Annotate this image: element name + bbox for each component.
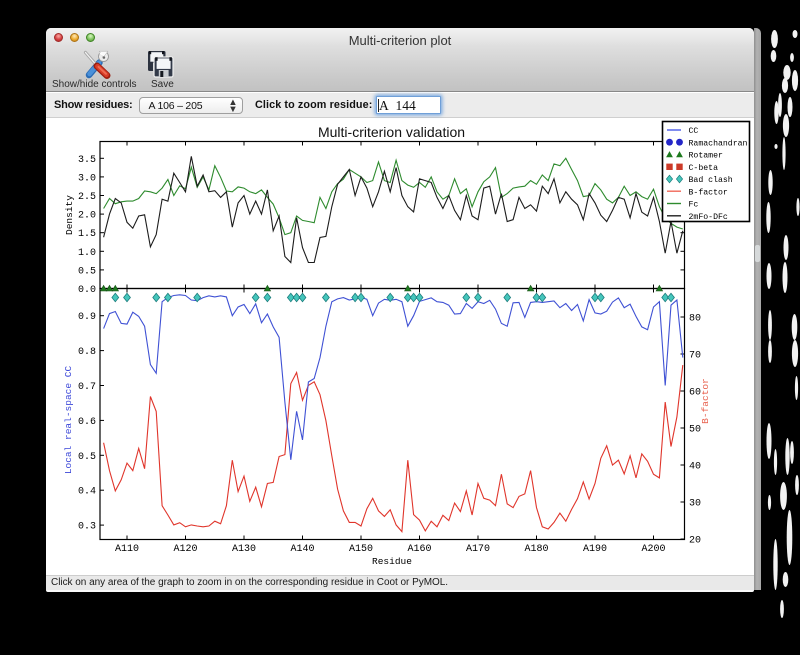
svg-text:0.8: 0.8 bbox=[78, 347, 96, 358]
svg-text:A120: A120 bbox=[173, 544, 197, 555]
svg-text:Local real-space CC: Local real-space CC bbox=[63, 366, 74, 475]
svg-text:0.9: 0.9 bbox=[78, 312, 96, 323]
svg-text:40: 40 bbox=[689, 462, 701, 473]
svg-text:30: 30 bbox=[689, 499, 701, 510]
svg-text:CC: CC bbox=[689, 127, 699, 136]
svg-text:A160: A160 bbox=[407, 544, 431, 555]
svg-text:A180: A180 bbox=[524, 544, 548, 555]
svg-text:Residue: Residue bbox=[372, 556, 412, 567]
svg-text:20: 20 bbox=[689, 536, 701, 547]
svg-text:Density: Density bbox=[64, 195, 75, 235]
svg-text:50: 50 bbox=[689, 425, 701, 436]
svg-text:A150: A150 bbox=[349, 544, 373, 555]
svg-text:1.5: 1.5 bbox=[78, 229, 96, 240]
svg-text:Bad clash: Bad clash bbox=[689, 175, 733, 185]
svg-text:A170: A170 bbox=[466, 544, 490, 555]
svg-text:70: 70 bbox=[689, 351, 701, 362]
svg-text:0.0: 0.0 bbox=[78, 285, 96, 296]
svg-text:0.5: 0.5 bbox=[78, 266, 96, 277]
svg-text:0.4: 0.4 bbox=[78, 487, 96, 498]
svg-text:A200: A200 bbox=[641, 544, 665, 555]
svg-text:A190: A190 bbox=[583, 544, 607, 555]
svg-text:60: 60 bbox=[689, 388, 701, 399]
svg-text:C-beta: C-beta bbox=[689, 163, 719, 173]
svg-text:B-factor: B-factor bbox=[689, 187, 728, 197]
svg-text:Multi-criterion validation: Multi-criterion validation bbox=[318, 124, 465, 140]
svg-text:80: 80 bbox=[689, 314, 701, 325]
svg-text:2mFo-DFc: 2mFo-DFc bbox=[689, 213, 728, 222]
svg-text:3.0: 3.0 bbox=[78, 173, 96, 184]
svg-text:3.5: 3.5 bbox=[78, 155, 96, 166]
svg-text:2.5: 2.5 bbox=[78, 192, 96, 203]
svg-text:0.6: 0.6 bbox=[78, 417, 96, 428]
svg-text:A110: A110 bbox=[115, 544, 139, 555]
svg-text:A140: A140 bbox=[290, 544, 314, 555]
svg-text:2.0: 2.0 bbox=[78, 211, 96, 222]
svg-text:Ramachandran: Ramachandran bbox=[689, 138, 748, 148]
svg-text:Rotamer: Rotamer bbox=[689, 152, 723, 161]
svg-text:A130: A130 bbox=[232, 544, 256, 555]
svg-text:0.3: 0.3 bbox=[78, 522, 96, 533]
svg-text:B-factor: B-factor bbox=[700, 378, 711, 424]
svg-text:1.0: 1.0 bbox=[78, 248, 96, 259]
svg-text:0.7: 0.7 bbox=[78, 382, 96, 393]
svg-text:0.5: 0.5 bbox=[78, 452, 96, 463]
svg-text:Fc: Fc bbox=[689, 201, 699, 210]
